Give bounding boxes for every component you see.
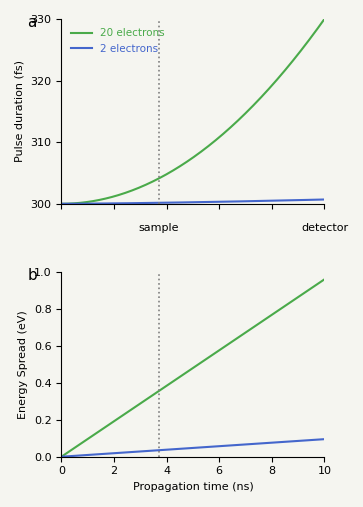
2 electrons xyxy=(201,199,206,205)
Line: 20 electrons: 20 electrons xyxy=(61,19,325,204)
Text: sample: sample xyxy=(138,223,179,233)
X-axis label: Propagation time (ns): Propagation time (ns) xyxy=(132,482,253,492)
20 electrons xyxy=(59,201,64,207)
20 electrons xyxy=(322,16,327,22)
Text: detector: detector xyxy=(301,223,348,233)
20 electrons xyxy=(216,135,220,141)
Text: a: a xyxy=(27,15,37,30)
Line: 2 electrons: 2 electrons xyxy=(61,199,325,204)
20 electrons xyxy=(201,147,206,153)
Y-axis label: Energy Spread (eV): Energy Spread (eV) xyxy=(19,310,28,419)
Y-axis label: Pulse duration (fs): Pulse duration (fs) xyxy=(15,60,25,162)
2 electrons xyxy=(59,201,64,207)
20 electrons xyxy=(316,25,320,31)
20 electrons xyxy=(275,77,279,83)
2 electrons xyxy=(322,196,327,202)
20 electrons xyxy=(186,158,190,164)
2 electrons xyxy=(186,199,190,205)
Text: b: b xyxy=(27,268,37,283)
2 electrons xyxy=(184,199,188,205)
2 electrons xyxy=(216,199,220,205)
20 electrons xyxy=(184,159,188,165)
2 electrons xyxy=(275,198,279,204)
2 electrons xyxy=(316,197,320,203)
Legend: 20 electrons, 2 electrons: 20 electrons, 2 electrons xyxy=(67,24,169,58)
